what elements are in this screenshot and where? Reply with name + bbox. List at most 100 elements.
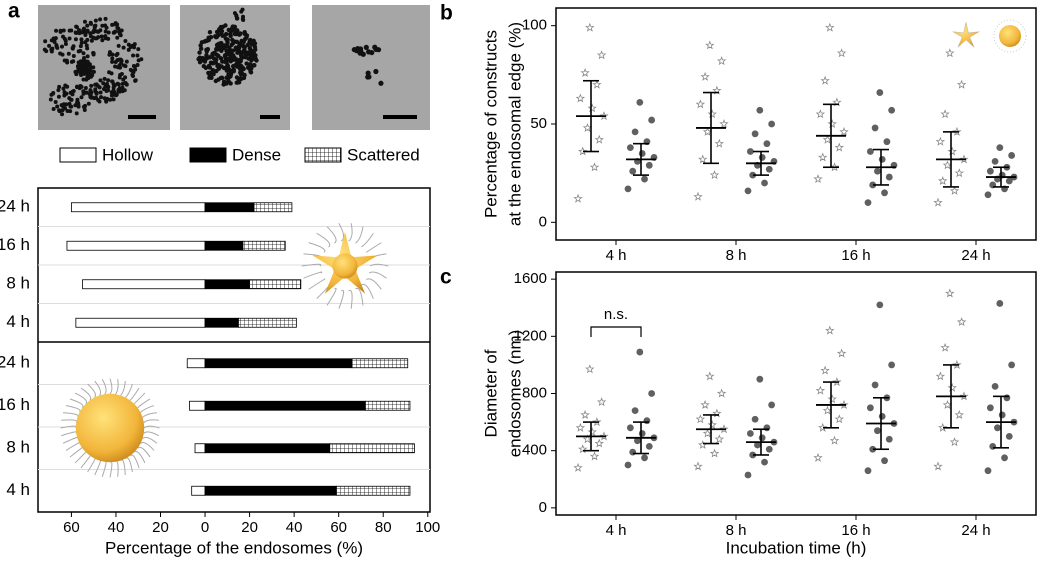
x-tick-label: 16 h <box>841 522 870 539</box>
particle-dot <box>239 55 245 60</box>
ligand <box>369 263 389 267</box>
data-point <box>818 422 828 432</box>
particle-dot <box>89 38 94 43</box>
y-tick-label: 50 <box>530 115 547 132</box>
particle-dot <box>214 42 220 48</box>
bar-segment <box>365 400 411 411</box>
particle-dot <box>94 95 99 100</box>
ligand <box>368 271 387 279</box>
x-tick-label: 40 <box>108 519 125 536</box>
particle-dot <box>133 78 138 83</box>
particle-dot <box>128 67 133 72</box>
particle-dot <box>79 37 84 42</box>
ligand <box>87 383 96 398</box>
data-point <box>878 412 886 420</box>
particle-dot <box>106 88 111 93</box>
data-point <box>949 437 960 447</box>
particle-dot <box>93 87 98 92</box>
data-point <box>709 448 720 458</box>
data-point <box>634 437 641 445</box>
particle-dot <box>110 59 115 64</box>
particle-dot <box>83 90 88 95</box>
data-point <box>636 98 644 106</box>
ligand <box>80 454 92 469</box>
particle-dot <box>247 40 252 45</box>
ligand <box>361 283 374 299</box>
ligand <box>114 460 119 477</box>
data-point <box>648 116 656 124</box>
particle-dot <box>213 60 219 65</box>
data-point <box>866 148 874 155</box>
x-tick-label: 60 <box>63 519 80 536</box>
particle-dot <box>135 53 140 58</box>
particle-dot <box>110 52 115 57</box>
data-point <box>596 50 607 60</box>
particle-dot <box>67 101 72 106</box>
data-point <box>994 424 1001 432</box>
particle-dot <box>253 53 258 58</box>
data-point <box>714 138 724 148</box>
particle-dot <box>55 104 60 109</box>
row-label: 16 h <box>0 235 30 254</box>
particle-dot <box>51 91 56 96</box>
data-point <box>866 404 874 412</box>
data-point <box>629 167 637 175</box>
data-point <box>705 371 715 381</box>
data-point <box>945 288 955 298</box>
data-point <box>991 382 999 390</box>
data-point <box>1005 432 1013 440</box>
y-tick-label: 400 <box>522 442 547 459</box>
data-point <box>813 452 823 462</box>
particle-dot <box>88 21 93 26</box>
ligand <box>142 412 158 418</box>
particle-dot <box>252 56 258 62</box>
data-point <box>864 199 872 207</box>
particle-dot <box>93 23 98 28</box>
data-point <box>883 138 891 146</box>
data-point <box>575 422 586 432</box>
data-point <box>631 407 639 415</box>
plot-frame <box>37 187 431 513</box>
data-point <box>573 193 583 203</box>
particle-dot <box>207 75 212 80</box>
data-point <box>756 375 764 383</box>
data-point <box>761 458 768 466</box>
ligand <box>355 287 364 306</box>
data-point <box>869 445 877 453</box>
row-label: 8 h <box>6 438 30 457</box>
data-point <box>878 155 886 163</box>
ligand <box>120 380 126 396</box>
data-point <box>700 71 710 81</box>
y-axis-title: at the endosomal edge (%) <box>505 22 524 226</box>
particle-dot <box>197 50 202 55</box>
particle-dot <box>83 66 88 71</box>
particle-dot <box>213 78 219 84</box>
data-point <box>761 179 768 187</box>
sphere-body <box>75 393 145 463</box>
particle-dot <box>86 75 91 80</box>
particle-dot <box>79 40 84 45</box>
data-point <box>746 430 754 437</box>
particle-dot <box>220 44 226 49</box>
legend-label: Scattered <box>347 145 420 164</box>
particle-dot <box>65 84 70 89</box>
data-point <box>1005 177 1013 185</box>
data-point <box>744 187 752 195</box>
particle-dot <box>84 43 89 48</box>
particle-dot <box>128 44 133 49</box>
ligand <box>120 459 126 476</box>
data-point <box>629 448 637 456</box>
particle-dot <box>91 52 96 57</box>
particle-dot <box>228 28 233 33</box>
data-point <box>768 401 776 409</box>
data-point <box>589 162 600 172</box>
particle-dot <box>61 28 66 33</box>
data-point <box>998 411 1006 419</box>
particle-dot <box>83 32 88 37</box>
ligand <box>365 242 382 253</box>
data-point <box>578 146 588 156</box>
particle-dot <box>246 56 251 61</box>
particle-dot <box>111 88 116 93</box>
particle-dot <box>232 31 237 37</box>
particle-dot <box>102 96 107 101</box>
